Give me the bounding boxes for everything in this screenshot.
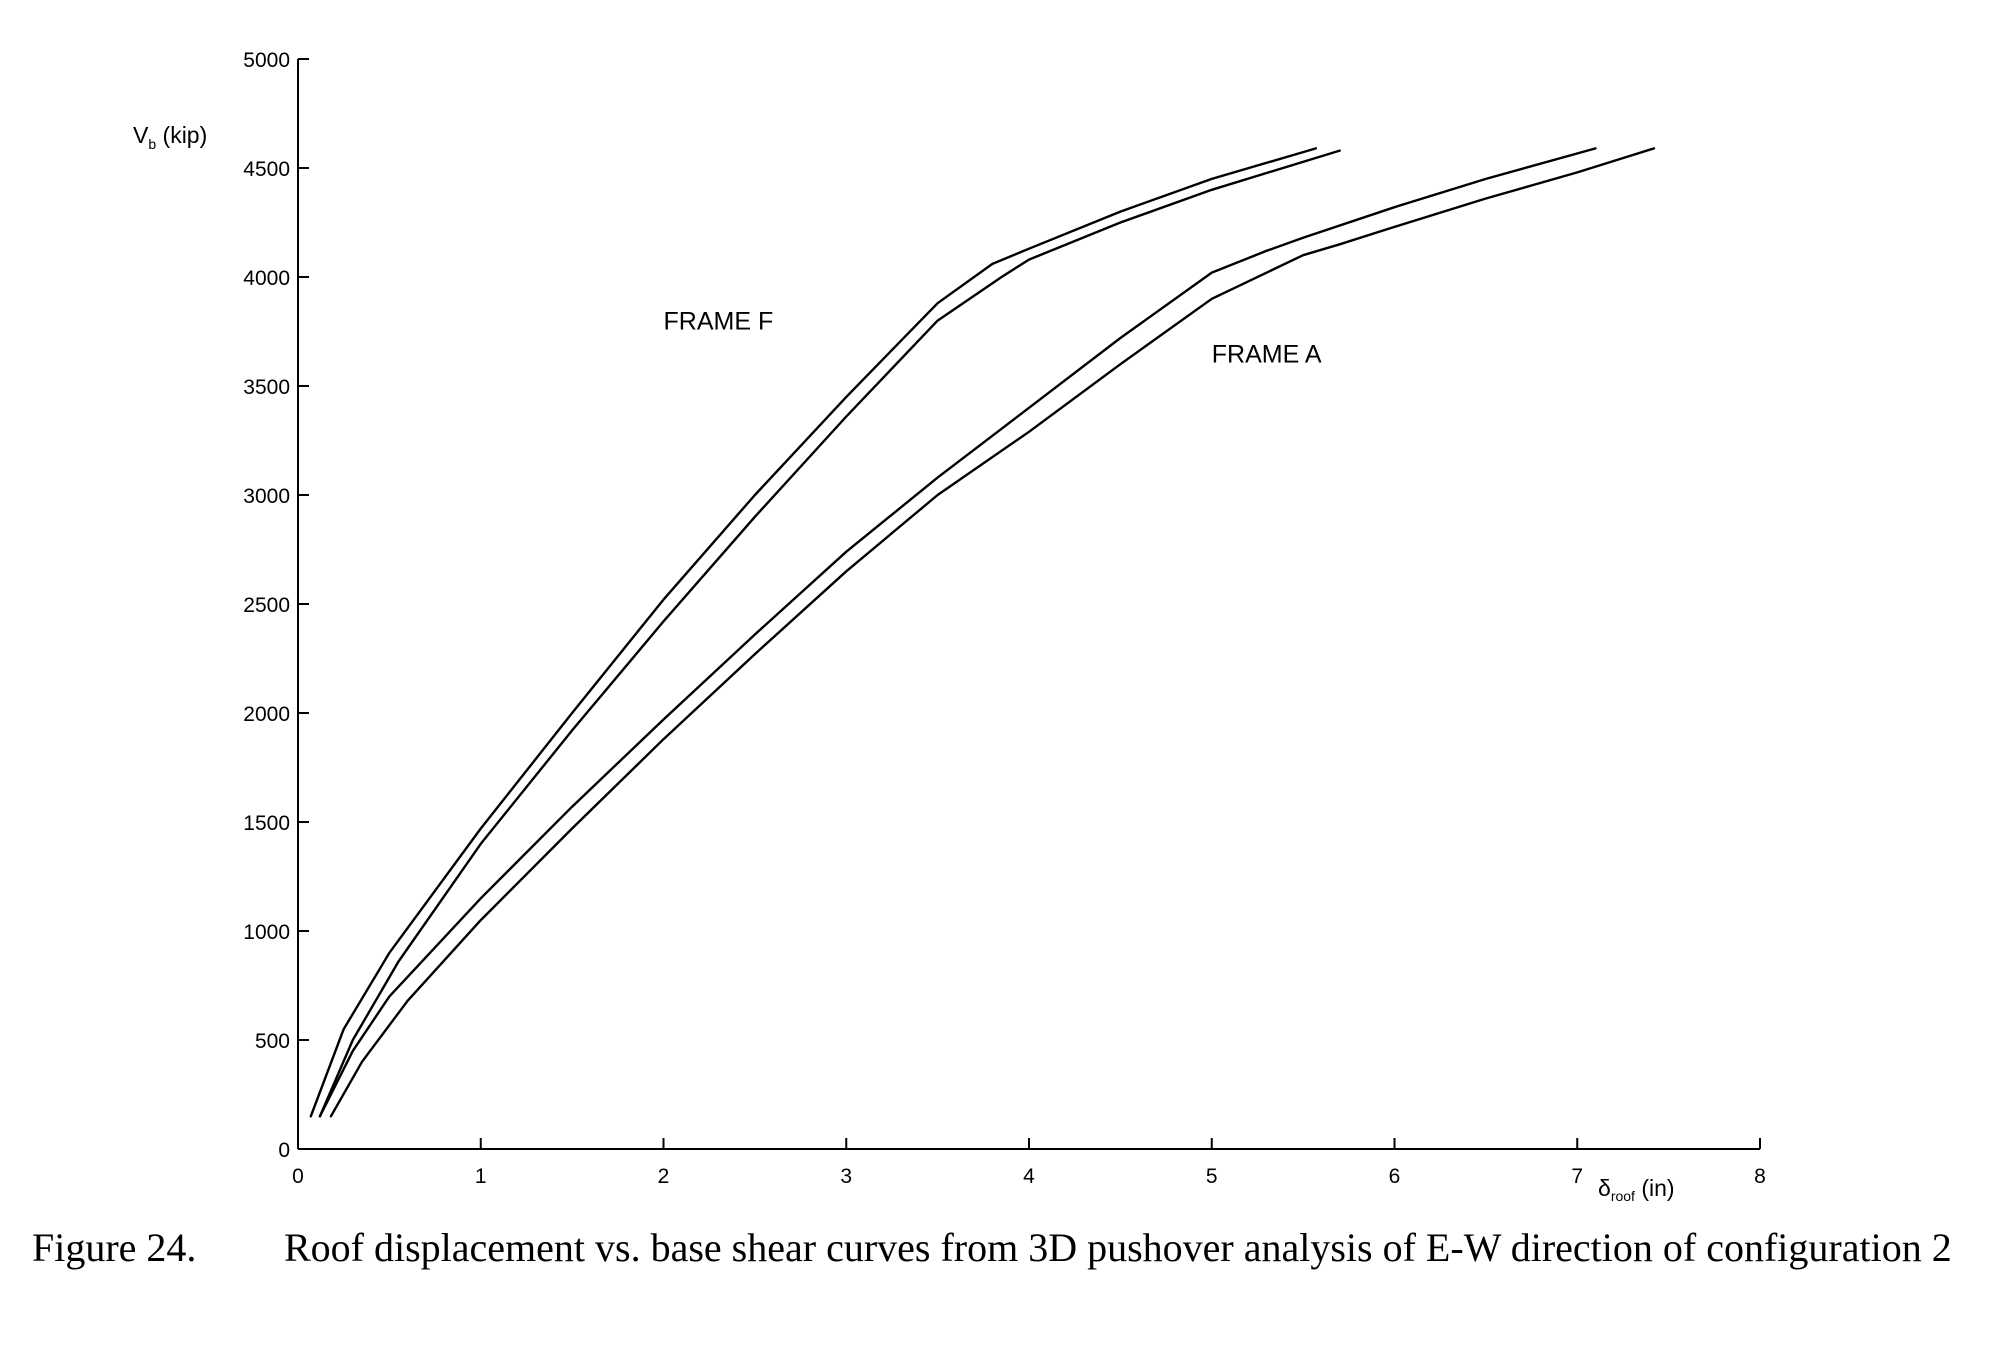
y-axis-label: Vb (kip) [133,122,207,152]
y-tick-label: 3500 [243,376,290,399]
curve-annotation-2: FRAME A [1212,340,1322,368]
y-tick-label: 1500 [243,812,290,835]
chart-series [309,147,1656,1118]
series-line-1 [309,147,1318,1118]
curve-annotation-1: FRAME F [664,308,774,336]
x-axis-label: δroof (in) [1598,1175,1675,1204]
y-tick-label: 5000 [243,49,290,72]
y-tick-label: 4000 [243,267,290,290]
y-tick-label: 2000 [243,703,290,726]
caption-number: Figure 24. [32,1225,197,1270]
y-tick-label: 0 [278,1139,290,1162]
caption-text: Roof displacement vs. base shear curves … [284,1225,1952,1270]
x-tick-label: 5 [1206,1165,1218,1188]
series-line-2 [318,149,1341,1118]
x-tick-label: 8 [1754,1165,1766,1188]
y-tick-label: 500 [255,1030,290,1053]
x-tick-label: 3 [840,1165,852,1188]
y-tick-label: 2500 [243,594,290,617]
x-tick-label: 2 [658,1165,670,1188]
x-tick-label: 1 [475,1165,487,1188]
chart-labels: 0 1 2 3 4 5 6 7 8 0 500 1000 1500 2000 2500 3000 3500 400… [133,49,1766,1204]
series-line-3 [318,147,1597,1118]
x-tick-label: 7 [1571,1165,1583,1188]
x-tick-label: 4 [1023,1165,1035,1188]
y-tick-label: 3000 [243,485,290,508]
series-line-4 [329,147,1656,1118]
x-tick-label: 0 [292,1165,304,1188]
y-tick-label: 4500 [243,158,290,181]
chart-axes [297,58,1761,1150]
figure-caption: Figure 24. Roof displacement vs. base she… [32,1222,1972,1274]
y-tick-label: 1000 [243,921,290,944]
x-tick-label: 6 [1389,1165,1401,1188]
